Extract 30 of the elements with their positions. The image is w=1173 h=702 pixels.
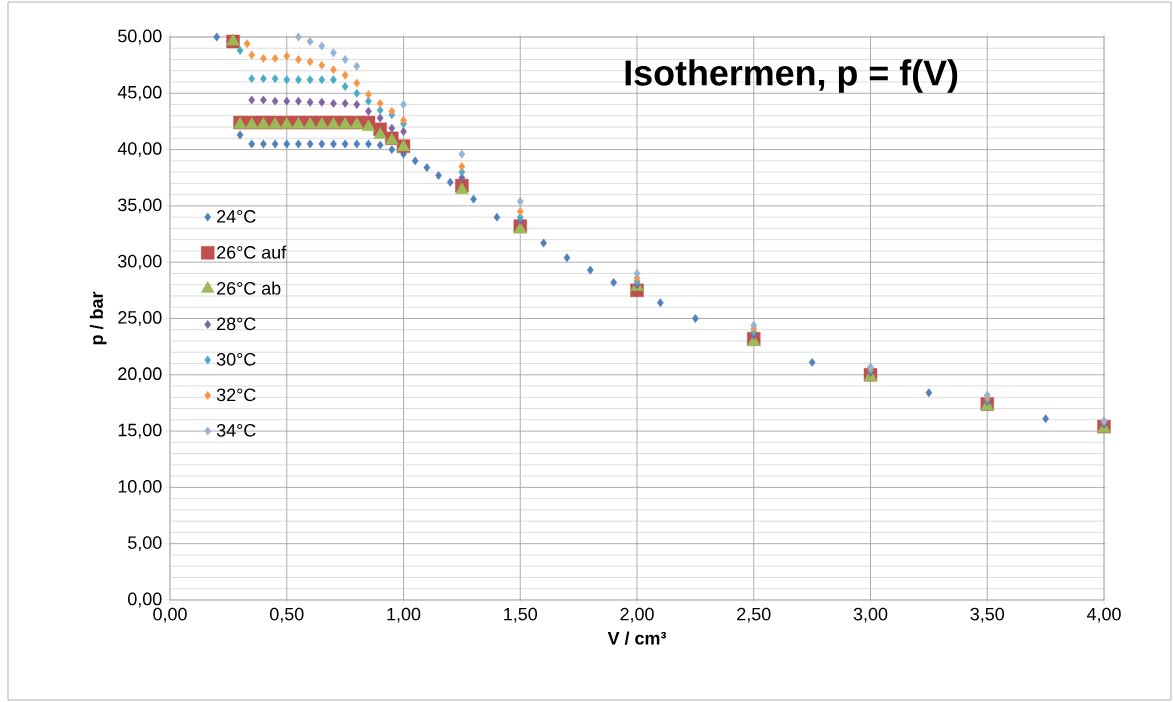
y-tick-label: 45,00 bbox=[117, 85, 162, 101]
y-tick-label: 25,00 bbox=[118, 311, 162, 326]
legend-label: 30°C bbox=[216, 352, 256, 366]
y-tick-label: 35,00 bbox=[118, 198, 162, 214]
legend-label: 26°C auf bbox=[217, 245, 287, 259]
text: Isothermen, p = f(V) bbox=[625, 59, 958, 93]
y-tick-label: 10,00 bbox=[118, 479, 162, 495]
x-tick-label: 2,00 bbox=[620, 607, 654, 623]
legend-label: 28°C bbox=[217, 317, 256, 331]
legend-label: 32°C bbox=[216, 388, 256, 402]
y-tick-label: 40,00 bbox=[117, 142, 162, 157]
y-tick-label: 20,00 bbox=[118, 367, 162, 383]
x-tick-label: 2,50 bbox=[737, 607, 771, 623]
x-tick-label: 0,50 bbox=[270, 607, 304, 623]
y-tick-label: 0,00 bbox=[128, 592, 162, 608]
y-tick-label: 5,00 bbox=[128, 536, 162, 552]
x-tick-label: 0,00 bbox=[153, 607, 187, 623]
y-tick-label: 15,00 bbox=[118, 423, 162, 439]
y-tick-label: 30,00 bbox=[118, 254, 162, 270]
x-tick-label: 1,00 bbox=[387, 607, 421, 623]
legend-label: 24°C bbox=[217, 210, 256, 223]
legend-label: 34°C bbox=[216, 423, 256, 437]
x-tick-label: 3,50 bbox=[970, 607, 1005, 623]
legend-label: 26°C ab bbox=[217, 281, 281, 295]
x-axis-title: V / cm³ bbox=[607, 631, 667, 645]
y-tick-label: 50,00 bbox=[118, 29, 162, 45]
x-tick-label: 4,00 bbox=[1086, 607, 1121, 623]
x-tick-label: 3,00 bbox=[853, 607, 888, 623]
x-tick-label: 1,50 bbox=[504, 607, 538, 623]
y-axis-title: p / bar bbox=[89, 291, 107, 345]
